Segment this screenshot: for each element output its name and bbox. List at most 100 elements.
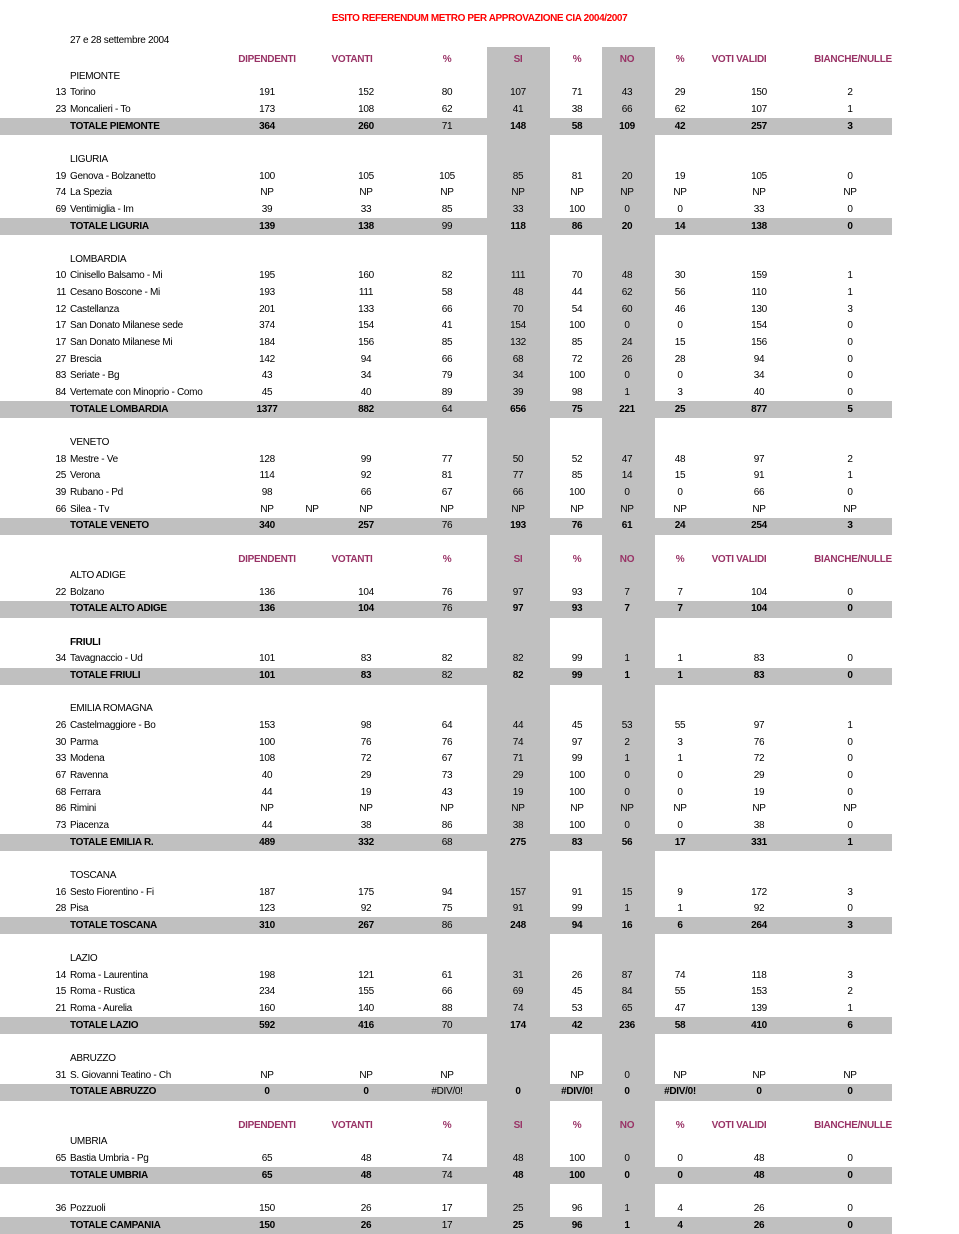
total-votanti: 48: [360, 1169, 372, 1181]
total-bianche-nulle: 0: [847, 670, 853, 682]
cell-si: 157: [510, 886, 526, 898]
cell-no: 0: [624, 786, 630, 798]
location-code: 17: [55, 320, 66, 332]
cell-pct-votanti: 66: [441, 986, 453, 998]
total-si: 97: [512, 603, 524, 615]
cell-votanti: 34: [360, 370, 372, 382]
cell-dipendenti: 234: [259, 986, 275, 998]
cell-pct-votanti: 79: [441, 370, 453, 382]
cell-dipendenti: 45: [261, 387, 273, 398]
cell-pct-si: 72: [571, 353, 583, 365]
cell-si: 74: [512, 736, 524, 748]
cell-votanti: 33: [360, 203, 372, 215]
total-pct-si: 99: [571, 670, 583, 682]
cell-pct-no: 55: [674, 720, 686, 731]
cell-si: 48: [512, 287, 524, 299]
cell-voti-validi: 153: [751, 986, 767, 998]
total-votanti: 332: [358, 836, 374, 848]
cell-pct-no: 4: [677, 1202, 683, 1214]
column-header-votanti: VOTANTI: [331, 1119, 373, 1131]
location-code: 34: [55, 653, 66, 665]
location-code: 21: [55, 1003, 66, 1015]
cell-pct-si: 100: [569, 320, 585, 332]
cell-voti-validi: NP: [752, 187, 766, 199]
cell-si: 34: [512, 370, 524, 382]
cell-si: 69: [512, 986, 524, 998]
region-label: ALTO ADIGE: [70, 570, 126, 582]
total-bianche-nulle: 5: [847, 403, 853, 415]
cell-pct-si: 70: [571, 270, 583, 282]
location-code: 13: [55, 87, 66, 99]
total-si: 656: [510, 403, 526, 415]
cell-votanti: NP: [359, 503, 373, 515]
cell-pct-votanti: NP: [440, 803, 454, 815]
total-votanti: 138: [358, 220, 374, 232]
cell-bianche-nulle: 0: [847, 586, 853, 598]
cell-si: 44: [512, 720, 524, 731]
total-row: [0, 1167, 892, 1185]
cell-pct-si: 100: [569, 486, 585, 498]
location-code: 19: [55, 170, 66, 182]
total-pct-si: 76: [571, 520, 583, 532]
cell-bianche-nulle: 0: [847, 337, 853, 349]
cell-no: 60: [621, 303, 633, 315]
cell-voti-validi: 76: [753, 736, 765, 748]
total-pct-si: 100: [569, 1169, 585, 1181]
cell-pct-votanti: 61: [441, 969, 453, 981]
cell-no: NP: [620, 803, 634, 815]
cell-no: 53: [621, 720, 633, 731]
cell-voti-validi: 94: [753, 353, 765, 365]
column-header-votanti: VOTANTI: [331, 54, 373, 65]
column-header-no: NO: [619, 553, 635, 565]
cell-votanti: 154: [358, 320, 374, 332]
cell-dipendenti: 153: [259, 720, 275, 731]
cell-no: 0: [624, 1152, 630, 1164]
cell-pct-si: 97: [571, 736, 583, 748]
cell-pct-votanti: 85: [441, 203, 453, 215]
total-no: 221: [619, 403, 635, 415]
cell-pct-si: 26: [571, 969, 583, 981]
cell-pct-votanti: NP: [440, 1069, 454, 1081]
region-label: ABRUZZO: [70, 1053, 116, 1064]
cell-dipendenti: 173: [259, 103, 275, 115]
cell-pct-si: 100: [569, 769, 585, 781]
total-label: TOTALE CAMPANIA: [70, 1219, 161, 1231]
cell-bianche-nulle: 1: [847, 103, 853, 115]
cell-pct-no: 0: [677, 786, 683, 798]
total-no: 0: [624, 1169, 630, 1181]
cell-pct-votanti: NP: [440, 187, 454, 199]
cell-bianche-nulle: 0: [847, 1152, 853, 1164]
total-voti-validi: 877: [751, 403, 767, 415]
total-label: TOTALE FRIULI: [70, 670, 141, 682]
cell-pct-votanti: 66: [441, 303, 453, 315]
location-code: 17: [55, 337, 66, 349]
column-header-no: NO: [619, 1119, 635, 1131]
cell-bianche-nulle: 3: [847, 969, 853, 981]
cell-pct-votanti: 88: [441, 1003, 453, 1015]
cell-no: 2: [624, 736, 630, 748]
cell-no: 66: [621, 103, 633, 115]
cell-si: 111: [510, 270, 526, 282]
total-pct-si: 83: [571, 836, 583, 848]
column-header-pct-votanti: %: [442, 553, 452, 565]
cell-dipendenti: 39: [261, 203, 273, 215]
cell-pct-no: 1: [677, 753, 683, 765]
cell-pct-no: 55: [674, 986, 686, 998]
cell-pct-votanti: 82: [441, 270, 453, 282]
cell-votanti: 92: [360, 470, 372, 482]
cell-votanti: 98: [360, 720, 372, 731]
total-pct-si: 94: [571, 919, 583, 931]
total-voti-validi: 0: [756, 1086, 762, 1098]
total-row: [0, 401, 892, 419]
cell-si: NP: [511, 187, 525, 199]
cell-bianche-nulle: 0: [847, 203, 853, 215]
cell-pct-no: NP: [673, 187, 687, 199]
cell-bianche-nulle: 0: [847, 320, 853, 332]
cell-pct-no: NP: [673, 803, 687, 815]
total-row: [0, 218, 892, 235]
location-code: 86: [55, 803, 66, 815]
cell-pct-si: 81: [571, 170, 583, 182]
cell-dipendenti: 114: [259, 470, 275, 482]
total-no: 1: [624, 670, 630, 682]
cell-pct-no: 0: [677, 819, 683, 831]
